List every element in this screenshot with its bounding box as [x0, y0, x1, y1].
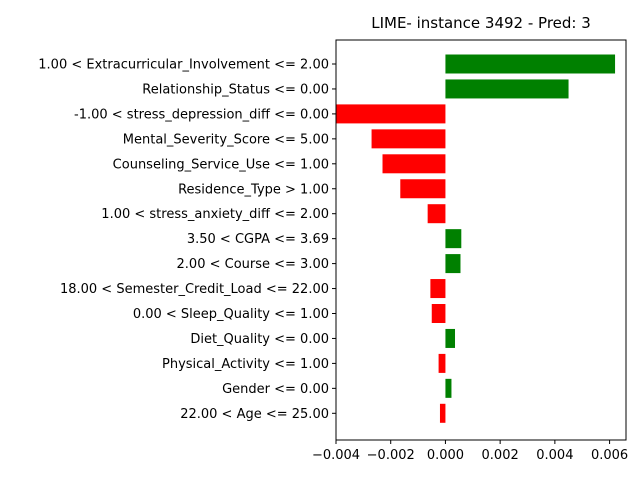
- x-axis: −0.004 −0.002 0.000 0.002 0.004 0.006: [312, 440, 628, 463]
- bar: [336, 104, 446, 124]
- plot-frame: [335, 39, 627, 441]
- y-tick-label: 2.00 < Course <= 3.00: [177, 257, 329, 272]
- chart-title: LIME- instance 3492 - Pred: 3: [371, 14, 591, 32]
- y-tick-label: Mental_Severity_Score <= 5.00: [123, 132, 329, 147]
- y-tick-label: Gender <= 0.00: [222, 382, 329, 397]
- bar: [445, 54, 616, 74]
- x-tick-label: −0.004: [312, 448, 360, 463]
- x-tick-label: 0.006: [591, 448, 628, 463]
- bar: [430, 279, 446, 299]
- y-tick-label: -1.00 < stress_depression_diff <= 0.00: [74, 107, 329, 122]
- bar: [439, 403, 446, 423]
- y-tick-label: 0.00 < Sleep_Quality <= 1.00: [133, 307, 329, 322]
- bar: [438, 353, 446, 373]
- bar: [445, 378, 452, 398]
- x-tick-label: −0.002: [367, 448, 415, 463]
- y-tick-label: Diet_Quality <= 0.00: [190, 332, 329, 347]
- bar: [371, 129, 446, 149]
- y-tick-label: 1.00 < Extracurricular_Involvement <= 2.…: [38, 58, 329, 73]
- bars-group: [336, 54, 616, 423]
- x-tick-label: 0.000: [427, 448, 464, 463]
- y-tick-label: Residence_Type > 1.00: [178, 182, 329, 197]
- y-tick-label: 3.50 < CGPA <= 3.69: [187, 232, 329, 247]
- y-tick-label: 18.00 < Semester_Credit_Load <= 22.00: [60, 282, 329, 297]
- bar: [427, 204, 446, 224]
- bar: [445, 229, 462, 249]
- bar: [445, 254, 461, 274]
- x-tick-label: 0.004: [536, 448, 573, 463]
- y-axis: 1.00 < Extracurricular_Involvement <= 2.…: [38, 58, 336, 422]
- y-tick-label: Counseling_Service_Use <= 1.00: [113, 157, 329, 172]
- y-tick-label: Physical_Activity <= 1.00: [162, 357, 329, 372]
- bar: [445, 328, 456, 348]
- bar: [445, 79, 569, 99]
- bar: [382, 154, 446, 174]
- y-tick-label: 22.00 < Age <= 25.00: [180, 407, 329, 422]
- bar: [400, 179, 446, 199]
- bar: [431, 304, 446, 323]
- x-tick-label: 0.002: [482, 448, 519, 463]
- y-tick-label: 1.00 < stress_anxiety_diff <= 2.00: [101, 207, 329, 222]
- y-tick-label: Relationship_Status <= 0.00: [142, 82, 329, 97]
